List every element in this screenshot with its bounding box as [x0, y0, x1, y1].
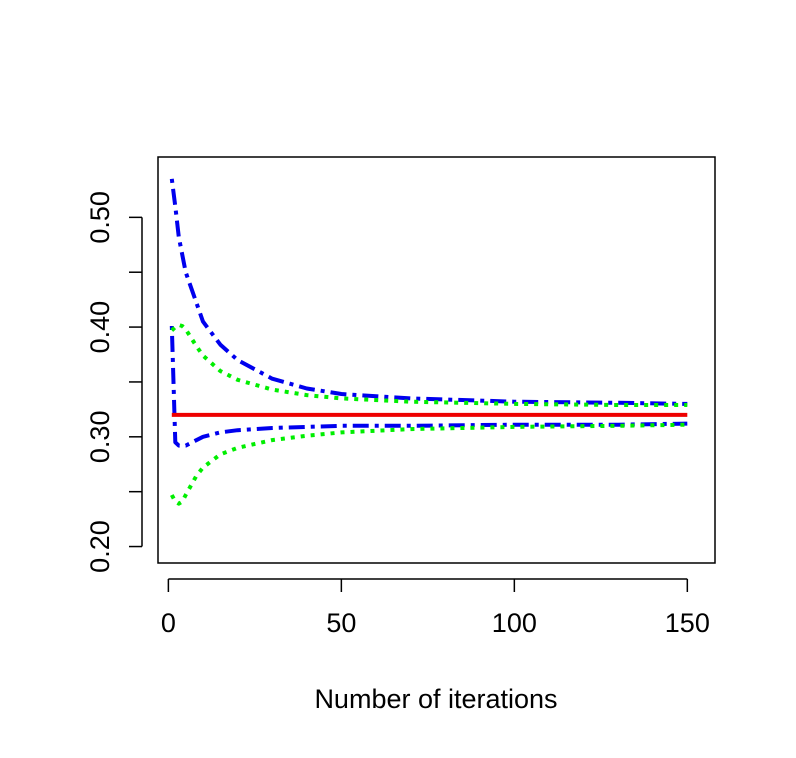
- y-axis: 0.20 0.30 0.40 0.50: [85, 191, 143, 573]
- series-line-3: [170, 322, 688, 407]
- x-axis-title: Number of iterations: [314, 684, 557, 714]
- y-tick-label: 0.20: [85, 520, 115, 573]
- x-tick-label: 0: [161, 608, 176, 638]
- y-tick-label: 0.40: [85, 301, 115, 354]
- series-layer: [169, 178, 688, 506]
- plot-frame: [157, 156, 716, 564]
- y-tick-label: 0.50: [85, 191, 115, 244]
- x-tick-label: 100: [492, 608, 537, 638]
- series-line-2: [169, 325, 688, 448]
- y-tick-label: 0.30: [85, 411, 115, 464]
- x-tick-label: 50: [326, 608, 356, 638]
- x-axis: 0 50 100 150: [161, 578, 710, 638]
- series-line-4: [170, 422, 688, 506]
- x-tick-label: 150: [665, 608, 710, 638]
- series-line-1: [169, 178, 688, 406]
